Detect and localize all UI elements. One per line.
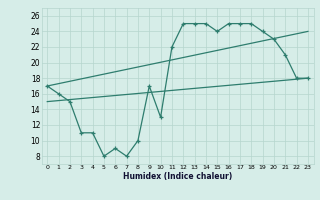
X-axis label: Humidex (Indice chaleur): Humidex (Indice chaleur) bbox=[123, 172, 232, 181]
